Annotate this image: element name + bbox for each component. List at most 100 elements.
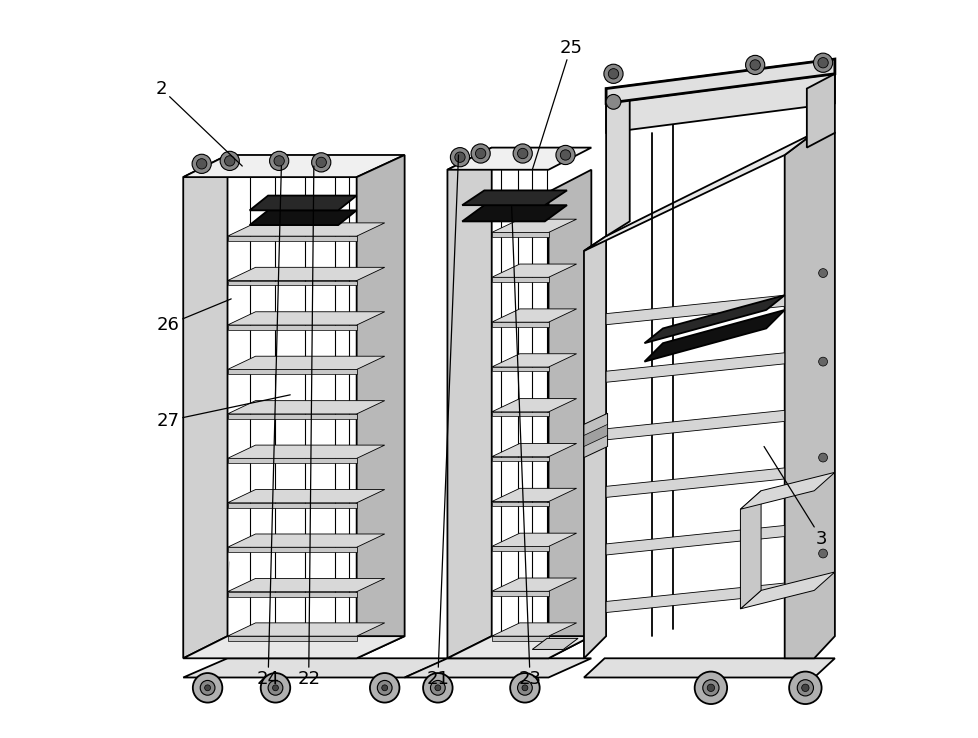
Text: 23: 23	[511, 207, 541, 688]
Polygon shape	[605, 59, 834, 103]
Circle shape	[749, 60, 760, 70]
Polygon shape	[227, 458, 356, 463]
Circle shape	[512, 144, 532, 163]
Circle shape	[510, 673, 539, 703]
Polygon shape	[227, 445, 384, 458]
Text: 27: 27	[156, 395, 289, 430]
Polygon shape	[644, 310, 784, 362]
Polygon shape	[583, 658, 834, 677]
Text: 21: 21	[426, 155, 458, 688]
Polygon shape	[605, 410, 784, 440]
Circle shape	[224, 156, 235, 166]
Polygon shape	[605, 89, 629, 236]
Polygon shape	[249, 210, 356, 225]
Polygon shape	[644, 295, 784, 343]
Circle shape	[517, 148, 527, 159]
Polygon shape	[227, 548, 356, 552]
Circle shape	[813, 53, 832, 72]
Polygon shape	[447, 148, 591, 170]
Polygon shape	[739, 572, 834, 609]
Polygon shape	[227, 623, 384, 636]
Circle shape	[455, 152, 465, 162]
Polygon shape	[491, 489, 576, 502]
Circle shape	[818, 549, 826, 558]
Circle shape	[603, 64, 622, 83]
Circle shape	[470, 144, 490, 163]
Text: 2: 2	[156, 80, 242, 166]
Polygon shape	[491, 232, 548, 237]
Circle shape	[377, 680, 391, 695]
Circle shape	[193, 673, 222, 703]
Polygon shape	[447, 148, 491, 658]
Circle shape	[434, 685, 440, 691]
Circle shape	[370, 673, 399, 703]
Polygon shape	[491, 623, 576, 636]
Polygon shape	[491, 323, 548, 327]
Circle shape	[559, 150, 570, 160]
Polygon shape	[491, 578, 576, 591]
Circle shape	[422, 673, 452, 703]
Circle shape	[475, 148, 485, 159]
Polygon shape	[806, 74, 834, 148]
Circle shape	[200, 680, 215, 695]
Circle shape	[260, 673, 289, 703]
Text: 22: 22	[297, 166, 320, 688]
Polygon shape	[583, 236, 605, 658]
Text: 26: 26	[156, 299, 231, 334]
Circle shape	[517, 680, 532, 695]
Polygon shape	[583, 133, 814, 251]
Text: 3: 3	[763, 446, 826, 548]
Polygon shape	[491, 412, 548, 416]
Polygon shape	[491, 591, 548, 596]
Polygon shape	[605, 583, 784, 613]
Polygon shape	[447, 636, 591, 658]
Circle shape	[801, 684, 808, 692]
Polygon shape	[183, 636, 404, 658]
Circle shape	[430, 680, 445, 695]
Circle shape	[796, 680, 813, 696]
Circle shape	[316, 157, 326, 168]
Polygon shape	[356, 155, 404, 658]
Circle shape	[818, 453, 826, 462]
Polygon shape	[583, 413, 607, 458]
Polygon shape	[491, 533, 576, 546]
Polygon shape	[462, 190, 566, 205]
Circle shape	[192, 154, 211, 173]
Polygon shape	[227, 311, 384, 325]
Polygon shape	[183, 155, 227, 658]
Polygon shape	[183, 155, 404, 177]
Polygon shape	[462, 205, 566, 221]
Polygon shape	[491, 502, 548, 506]
Polygon shape	[491, 367, 548, 371]
Polygon shape	[605, 468, 784, 497]
Polygon shape	[491, 309, 576, 323]
Text: 24: 24	[256, 166, 281, 688]
Polygon shape	[227, 534, 384, 548]
Polygon shape	[227, 414, 356, 418]
Polygon shape	[183, 658, 449, 677]
Polygon shape	[491, 219, 576, 232]
Circle shape	[450, 148, 469, 167]
Circle shape	[311, 153, 331, 172]
Circle shape	[745, 55, 764, 75]
Circle shape	[788, 672, 821, 704]
Polygon shape	[491, 457, 548, 461]
Polygon shape	[532, 638, 577, 649]
Polygon shape	[227, 370, 356, 374]
Polygon shape	[227, 579, 384, 592]
Polygon shape	[491, 399, 576, 412]
Polygon shape	[583, 424, 607, 446]
Polygon shape	[605, 59, 834, 103]
Polygon shape	[227, 489, 384, 503]
Polygon shape	[227, 280, 356, 286]
Polygon shape	[404, 658, 591, 677]
Polygon shape	[491, 264, 576, 277]
Circle shape	[521, 685, 527, 691]
Circle shape	[817, 58, 827, 68]
Circle shape	[556, 145, 574, 165]
Circle shape	[706, 684, 714, 692]
Polygon shape	[249, 196, 356, 210]
Polygon shape	[605, 74, 834, 133]
Polygon shape	[227, 592, 356, 596]
Polygon shape	[491, 277, 548, 282]
